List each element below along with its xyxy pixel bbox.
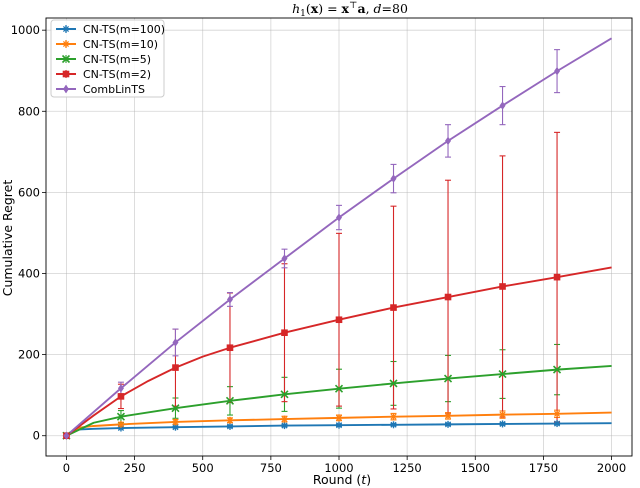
data-point-cn-ts-m-10 [171,418,179,426]
x-tick-label: 1750 [529,461,558,475]
legend-marker [62,25,70,33]
chart-title: h1(x) = x⊤a, d=80 [292,1,408,19]
data-point-comblints [390,174,397,183]
data-point-cn-ts-m-5 [171,404,180,413]
data-point-cn-ts-m-2 [390,304,397,311]
y-tick-label: 400 [18,267,40,281]
x-axis-label: Round (t) [313,472,371,487]
data-point-comblints [172,338,179,347]
data-point-cn-ts-m-5 [334,384,344,393]
data-point-cn-ts-m-2 [172,364,179,371]
data-point-comblints [281,254,288,263]
data-point-cn-ts-m-10 [499,411,507,419]
x-tick-label: 250 [124,461,146,475]
data-point-cn-ts-m-5 [225,396,235,405]
data-point-cn-ts-m-10 [335,414,343,422]
data-point-comblints [226,295,233,304]
y-axis-label: Cumulative Regret [0,180,15,297]
data-point-comblints [117,384,124,393]
data-point-cn-ts-m-10 [117,420,125,428]
x-tick-label: 1000 [324,461,353,475]
legend-entry-cn-ts-m-2: CN-TS(m=2) [56,68,151,81]
x-tick-label: 2000 [597,461,626,475]
data-point-cn-ts-m-5 [498,370,507,379]
legend-marker [62,40,70,48]
series-line-cn-ts-m-2 [65,266,612,437]
data-point-cn-ts-m-10 [280,415,288,423]
legend-marker [62,70,70,78]
data-point-cn-ts-m-100 [280,422,288,430]
legend-entry-cn-ts-m-5: CN-TS(m=5) [56,53,151,66]
legend-label: CN-TS(m=5) [83,53,151,66]
data-point-comblints [499,101,506,110]
data-point-cn-ts-m-100 [171,423,179,431]
series-line-cn-ts-m-5 [66,365,612,437]
legend-label: CN-TS(m=2) [83,68,151,81]
data-point-cn-ts-m-2 [281,329,288,337]
data-point-cn-ts-m-2 [499,283,506,290]
data-point-cn-ts-m-10 [226,416,234,424]
data-point-cn-ts-m-100 [335,421,343,429]
series-markers [62,66,562,440]
data-point-cn-ts-m-2 [226,344,234,352]
data-point-cn-ts-m-10 [444,412,452,420]
data-point-cn-ts-m-2 [117,393,125,400]
x-tick-label: 0 [63,461,70,475]
data-point-comblints [63,431,70,440]
x-tick-label: 1250 [392,461,421,475]
data-point-cn-ts-m-10 [553,410,561,418]
legend-entry-comblints: CombLinTS [56,83,145,96]
data-point-cn-ts-m-100 [499,420,507,428]
legend-marker [63,84,69,94]
legend-label: CombLinTS [83,83,145,96]
data-point-cn-ts-m-2 [553,273,561,281]
legend-entry-cn-ts-m-10: CN-TS(m=10) [56,38,158,51]
data-point-cn-ts-m-100 [226,422,234,430]
x-tick-label: 750 [260,461,282,475]
data-point-cn-ts-m-5 [443,374,453,383]
data-point-cn-ts-m-100 [553,420,561,428]
data-point-cn-ts-m-5 [552,365,562,374]
axis-ticks: 0 250 500 750 1000 1250 1500 1750 2000 0 200 400 600… [11,23,626,475]
y-tick-label: 600 [18,185,40,199]
y-tick-label: 0 [33,429,40,443]
legend: CN-TS(m=100) CN-TS(m=10) CN-TS(m=5) CN-TS(m… [50,19,165,98]
legend-marker [61,54,71,64]
y-tick-label: 200 [18,348,40,362]
data-point-cn-ts-m-100 [444,420,452,428]
data-point-cn-ts-m-5 [116,412,126,421]
data-point-comblints [445,136,452,146]
legend-label: CN-TS(m=100) [83,23,165,36]
data-point-cn-ts-m-5 [389,379,398,388]
data-point-cn-ts-m-100 [390,421,398,429]
y-tick-label: 1000 [11,23,40,37]
data-point-cn-ts-m-2 [444,293,452,301]
x-tick-label: 500 [192,461,214,475]
x-tick-label: 1500 [461,461,490,475]
legend-label: CN-TS(m=10) [83,38,158,51]
data-point-cn-ts-m-10 [390,413,398,421]
legend-entry-cn-ts-m-100: CN-TS(m=100) [56,23,165,36]
y-tick-label: 800 [18,104,40,118]
legend-box [50,19,165,98]
data-point-comblints [554,66,561,76]
data-point-cn-ts-m-5 [280,390,289,399]
data-point-comblints [336,213,342,222]
data-point-cn-ts-m-2 [335,316,343,324]
